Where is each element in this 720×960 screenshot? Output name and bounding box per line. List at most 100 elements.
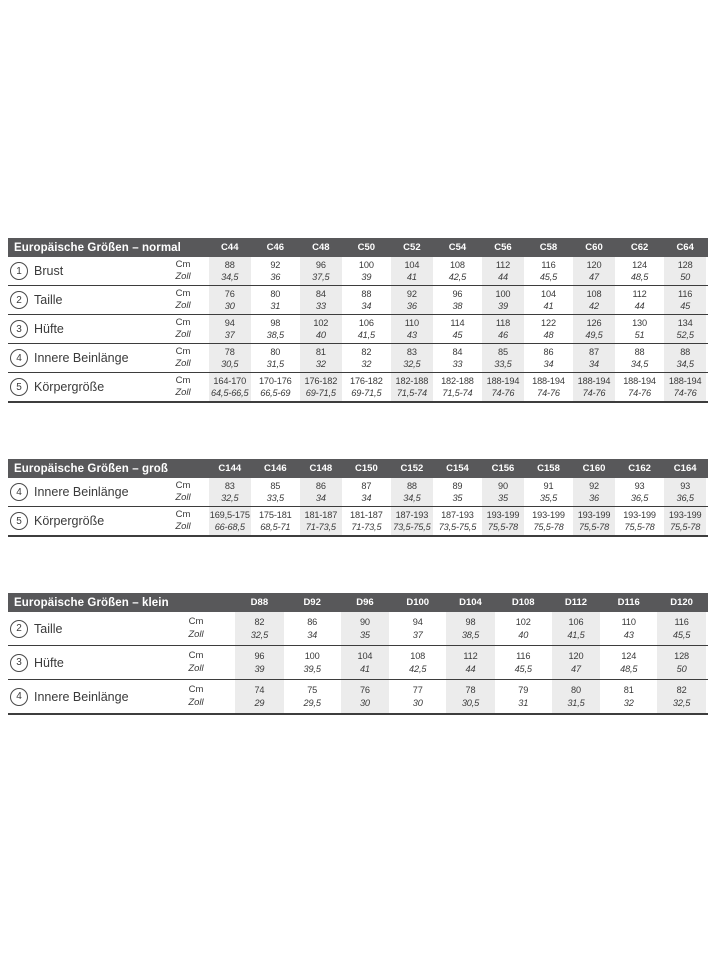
zoll-value: 50	[676, 663, 687, 674]
zoll-value: 64,5-66,5	[211, 388, 249, 398]
cm-value: 100	[304, 651, 320, 661]
value-cell: 94 37	[391, 612, 445, 646]
cm-value: 120	[586, 259, 602, 270]
size-column-header: C144	[207, 459, 253, 478]
value-cell: 92 36	[571, 478, 617, 507]
value-cell: 80 31,5	[549, 679, 603, 715]
value-cell: 80 31	[252, 285, 299, 315]
cm-value: 188-194	[668, 375, 702, 386]
cm-value: 116	[678, 288, 693, 299]
zoll-value: 32,5	[403, 359, 421, 369]
value-cell: 98 38,5	[252, 314, 299, 344]
zoll-value: 38,5	[266, 330, 284, 340]
zoll-value: 43	[623, 629, 634, 640]
zoll-value: 37	[412, 629, 423, 640]
cm-value: 80	[571, 685, 581, 695]
size-column-header: C60	[571, 238, 617, 257]
zoll-value: 41,5	[357, 330, 375, 340]
zoll-value: 71-73,5	[305, 522, 336, 532]
cm-value: 100	[495, 288, 511, 299]
cm-value: 193-199	[623, 509, 656, 520]
value-cell: 86 34	[285, 612, 339, 646]
cm-value: 86	[543, 346, 554, 357]
zoll-value: 45	[452, 330, 463, 340]
value-cell: 87 34	[343, 478, 390, 507]
cm-value: 181-187	[350, 509, 383, 520]
zoll-value: 39	[497, 301, 508, 311]
cm-value: 93	[634, 480, 645, 491]
size-table-1: Europäische Größen – normal C44 C46 C48 C50…	[8, 238, 708, 403]
table-header-bar: Europäische Größen – klein D88 D92 D96 D100…	[8, 593, 708, 612]
value-cell: 169,5-175 66-68,5	[207, 506, 253, 537]
zoll-value: 37	[224, 330, 235, 340]
size-column-header: C52	[389, 238, 435, 257]
zoll-value: 39	[254, 663, 265, 674]
value-cell: 116 45,5	[525, 257, 572, 286]
size-column-header: C62	[616, 238, 663, 257]
cm-value: 104	[357, 651, 373, 661]
zoll-value: 31,5	[266, 359, 284, 369]
value-cell: 181-187 71-73,5	[298, 506, 344, 537]
cm-value: 84	[452, 346, 463, 357]
cm-value: 92	[406, 288, 417, 299]
cm-value: 78	[465, 685, 476, 695]
cm-value: 108	[586, 288, 602, 299]
size-column-header: C146	[252, 459, 299, 478]
cm-value: 134	[677, 317, 693, 328]
value-cell: 112 44	[444, 645, 497, 680]
value-cell: 86 34	[525, 343, 572, 373]
cm-value: 81	[623, 685, 634, 695]
value-cell: 112 44	[616, 285, 663, 315]
zoll-value: 35	[452, 493, 463, 503]
unit-cm-label: Cm	[175, 316, 191, 328]
value-cell: 82 32,5	[655, 679, 708, 715]
value-cell: 79 31	[496, 679, 550, 715]
zoll-value: 35	[359, 629, 370, 640]
zoll-value: 74-76	[628, 388, 651, 398]
zoll-value: 32	[315, 359, 326, 369]
cm-value: 82	[254, 617, 265, 627]
value-cell: 96 37,5	[298, 257, 344, 286]
zoll-value: 45	[680, 301, 691, 311]
value-cell: 85 33,5	[252, 478, 299, 507]
zoll-value: 41	[359, 663, 370, 674]
value-cell: 110 43	[389, 314, 435, 344]
zoll-value: 74-76	[673, 388, 697, 398]
size-column-header: C50	[343, 238, 390, 257]
zoll-value: 36	[589, 493, 599, 503]
cm-value: 188-194	[623, 375, 656, 386]
cm-value: 87	[589, 346, 599, 357]
zoll-value: 38	[452, 301, 463, 311]
cm-value: 122	[541, 317, 556, 328]
zoll-value: 34	[307, 629, 318, 640]
value-cell: 120 47	[549, 645, 603, 680]
cm-value: 83	[224, 480, 235, 491]
cm-value: 182-188	[395, 375, 429, 386]
value-cell: 89 35	[434, 478, 481, 507]
measurement-label-cell: 4 Innere Beinlänge	[8, 343, 159, 373]
zoll-value: 32,5	[221, 493, 239, 503]
measurement-label: Innere Beinlänge	[34, 485, 129, 499]
measurement-row: 4 Innere Beinlänge Cm Zoll 78 30,5 80 31,5 81 32 8…	[8, 343, 708, 373]
value-cell: 114 45	[434, 314, 481, 344]
cm-value: 128	[677, 259, 693, 270]
value-cell: 193-199 75,5-78	[662, 506, 708, 537]
value-cell: 88 34,5	[616, 343, 663, 373]
size-column-header: C56	[480, 238, 526, 257]
cm-value: 91	[543, 480, 554, 491]
size-column-header: C154	[434, 459, 481, 478]
cm-value: 118	[495, 317, 511, 328]
zoll-value: 66,5-69	[260, 388, 291, 398]
zoll-value: 51	[634, 330, 645, 340]
cm-value: 88	[634, 346, 645, 357]
cm-value: 81	[315, 346, 326, 357]
size-column-header: C150	[343, 459, 390, 478]
cm-value: 108	[410, 651, 426, 661]
unit-cell: Cm Zoll	[159, 372, 207, 403]
value-cell: 102 40	[298, 314, 344, 344]
cm-value: 175-181	[258, 509, 292, 520]
value-cell: 76 30	[207, 285, 253, 315]
value-cell: 90 35	[338, 612, 392, 646]
size-column-header: C162	[616, 459, 663, 478]
zoll-value: 30	[359, 697, 370, 708]
